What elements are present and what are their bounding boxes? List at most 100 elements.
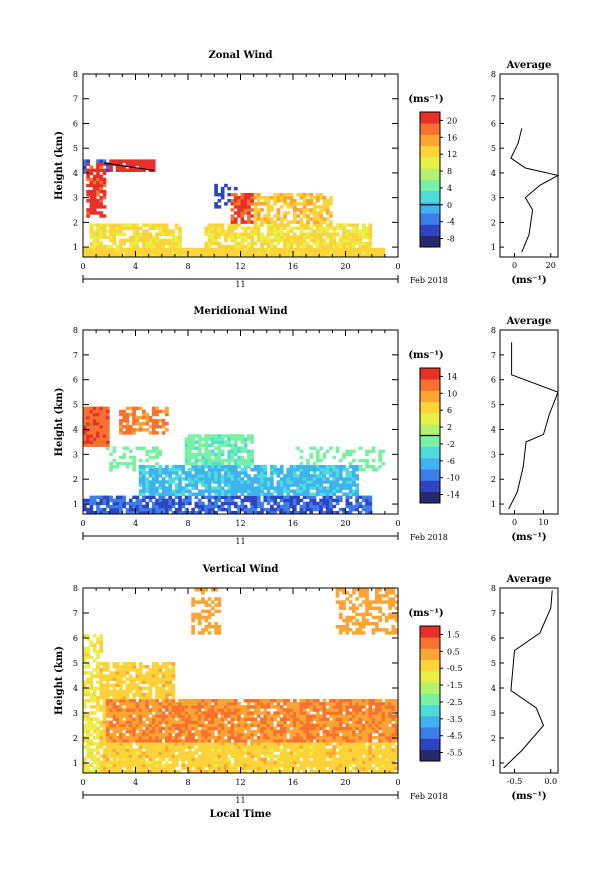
heatmap-cell (188, 510, 192, 515)
heatmap-cell (96, 665, 100, 669)
heatmap-cell (161, 726, 166, 731)
colorbar-swatch (420, 424, 440, 436)
heatmap-cell (247, 250, 251, 255)
heatmap-cell (89, 199, 94, 203)
heatmap-cell (247, 253, 251, 258)
heatmap-cell (132, 409, 136, 414)
heatmap-cell (145, 229, 150, 233)
heatmap-cell (148, 729, 153, 734)
heatmap-cell (145, 680, 150, 684)
heatmap-cell (322, 486, 327, 490)
heatmap-cell (240, 217, 245, 221)
heatmap-cell (96, 763, 100, 768)
heatmap-cell (188, 760, 192, 765)
heatmap-cell (220, 714, 225, 718)
heatmap-cell (188, 483, 192, 487)
heatmap-cell (99, 686, 104, 691)
heatmap-cell (256, 253, 261, 258)
heatmap-cell (148, 689, 153, 694)
heatmap-cell (260, 736, 264, 740)
heatmap-cell (194, 702, 199, 706)
heatmap-cell (155, 418, 159, 423)
heatmap-cell (289, 748, 294, 752)
heatmap-cell (128, 754, 133, 758)
heatmap-cell (204, 244, 209, 249)
heatmap-cell (309, 235, 314, 240)
heatmap-cell (132, 458, 136, 463)
heatmap-cell (194, 600, 199, 604)
heatmap-cell (204, 483, 209, 487)
heatmap-cell (132, 665, 136, 669)
heatmap-cell (325, 211, 330, 215)
heatmap-cell (368, 226, 373, 230)
heatmap-cell (276, 705, 281, 709)
heatmap-cell (214, 751, 218, 755)
heatmap-cell (109, 238, 113, 243)
heatmap-cell (230, 458, 235, 463)
heatmap-cell (128, 425, 133, 429)
heatmap-cell (125, 415, 130, 420)
heatmap-cell (174, 483, 179, 487)
heatmap-cells (83, 159, 386, 258)
heatmap-cell (352, 238, 356, 243)
heatmap-cell (260, 477, 264, 481)
heatmap-cell (138, 501, 143, 506)
heatmap-cell (266, 745, 271, 749)
heatmap-cell (253, 711, 258, 715)
heatmap-cell (220, 192, 225, 197)
heatmap-cell (266, 235, 271, 240)
heatmap-cell (253, 486, 258, 490)
heatmap-cell (158, 702, 163, 706)
heatmap-cell (338, 625, 343, 629)
heatmap-cell (125, 223, 130, 227)
heatmap-cell (148, 702, 153, 706)
heatmap-cell (220, 702, 225, 706)
heatmap-cell (289, 702, 294, 706)
heatmap-cell (253, 241, 258, 246)
heatmap-cell (145, 235, 150, 240)
heatmap-cell (125, 418, 130, 423)
heatmap-cell (368, 235, 373, 240)
heatmap-cell (224, 742, 228, 746)
heatmap-cell (99, 736, 104, 740)
heatmap-cell (86, 214, 90, 218)
heatmap-cell (105, 748, 110, 752)
heatmap-cell (342, 226, 346, 230)
heatmap-cell (342, 714, 346, 718)
heatmap-cell (132, 223, 136, 227)
heatmap-cell (348, 229, 353, 233)
heatmap-cell (329, 498, 333, 503)
heatmap-cell (286, 229, 291, 233)
heatmap-cell (352, 471, 356, 475)
heatmap-cell (112, 498, 117, 503)
heatmap-cell (355, 223, 360, 227)
heatmap-cell (230, 726, 235, 731)
heatmap-cell (270, 232, 274, 237)
heatmap-cell (197, 729, 202, 734)
heatmap-cell (171, 714, 176, 718)
heatmap-cell (286, 205, 291, 209)
heatmap-cell (220, 760, 225, 765)
heatmap-cell (266, 714, 271, 718)
heatmap-cell (293, 717, 297, 721)
heatmap-cell (345, 510, 350, 515)
heatmap-cell (135, 504, 140, 509)
heatmap-cell (230, 232, 235, 237)
heatmap-cell (86, 739, 90, 743)
heatmap-cell (286, 711, 291, 715)
heatmap-cell (158, 739, 163, 743)
heatmap-cell (188, 501, 192, 506)
heatmap-cell (306, 223, 310, 227)
heatmap-cell (361, 468, 366, 472)
heatmap-cell (132, 711, 136, 715)
heatmap-cell (204, 618, 209, 623)
heatmap-cell (158, 229, 163, 233)
heatmap-cell (289, 501, 294, 506)
heatmap-cell (132, 736, 136, 740)
heatmap-cell (128, 510, 133, 515)
heatmap-cell (315, 235, 320, 240)
heatmap-cell (329, 726, 333, 731)
heatmap-cell (224, 492, 228, 496)
heatmap-cell (214, 742, 218, 746)
heatmap-cell (260, 729, 264, 734)
